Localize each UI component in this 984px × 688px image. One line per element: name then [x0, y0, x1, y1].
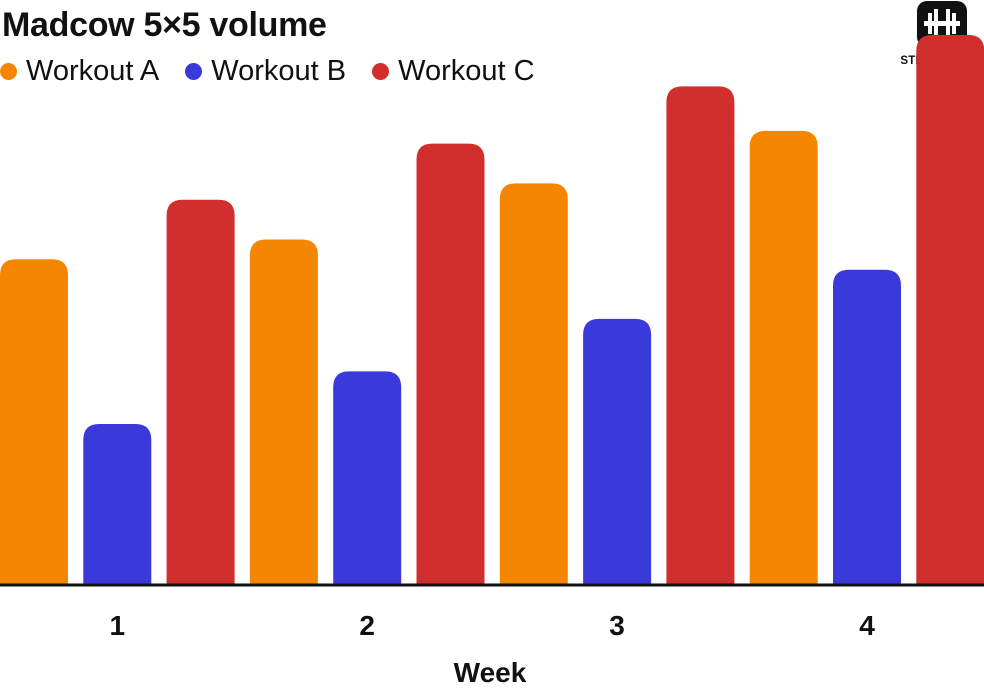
- legend-item-workout-c: Workout C: [372, 52, 535, 90]
- bar-week-1-workout-a: [0, 259, 68, 584]
- bar-week-3-workout-c: [666, 86, 735, 584]
- bar-week-2-workout-c: [416, 143, 485, 584]
- legend-label-workout-c: Workout C: [398, 55, 535, 87]
- bar-week-1-workout-c: [166, 199, 235, 584]
- legend-label-workout-a: Workout A: [26, 55, 160, 87]
- bar-week-4-workout-c: [916, 35, 984, 584]
- legend-swatch-workout-a: [0, 62, 17, 80]
- legend-item-workout-a: Workout A: [0, 52, 159, 90]
- bar-week-4-workout-a: [749, 130, 818, 585]
- legend-swatch-workout-c: [372, 62, 390, 80]
- bar-week-1-workout-b: [83, 423, 152, 584]
- legend: Workout A Workout B Workout C: [0, 52, 561, 90]
- bar-week-2-workout-b: [333, 371, 402, 584]
- legend-label-workout-b: Workout B: [211, 55, 347, 87]
- legend-item-workout-b: Workout B: [185, 52, 346, 90]
- bar-week-3-workout-b: [583, 318, 652, 584]
- bar-week-2-workout-a: [249, 239, 318, 584]
- x-tick-label: 2: [359, 610, 375, 641]
- bar-week-4-workout-b: [833, 269, 901, 584]
- legend-swatch-workout-b: [185, 62, 203, 80]
- x-axis-label: Week: [454, 657, 527, 688]
- chart-title: Madcow 5×5 volume: [2, 6, 327, 44]
- bar-week-3-workout-a: [499, 183, 568, 584]
- x-tick-label: 1: [110, 610, 126, 641]
- x-tick-label: 4: [859, 610, 875, 641]
- x-tick-label: 3: [609, 610, 625, 641]
